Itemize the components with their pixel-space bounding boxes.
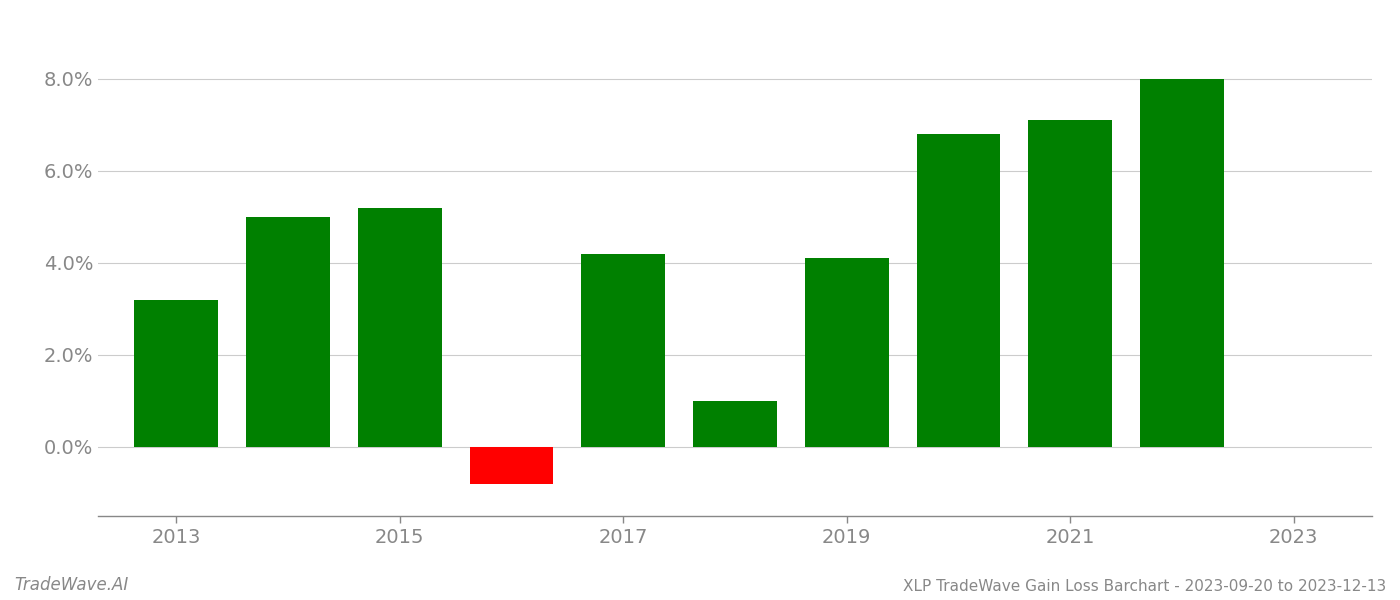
Bar bbox=[469, 447, 553, 484]
Bar bbox=[1140, 79, 1224, 447]
Bar bbox=[358, 208, 441, 447]
Bar bbox=[1029, 120, 1112, 447]
Bar bbox=[134, 300, 218, 447]
Text: TradeWave.AI: TradeWave.AI bbox=[14, 576, 129, 594]
Text: XLP TradeWave Gain Loss Barchart - 2023-09-20 to 2023-12-13: XLP TradeWave Gain Loss Barchart - 2023-… bbox=[903, 579, 1386, 594]
Bar bbox=[917, 134, 1001, 447]
Bar bbox=[581, 254, 665, 447]
Bar bbox=[693, 401, 777, 447]
Bar bbox=[246, 217, 330, 447]
Bar bbox=[805, 258, 889, 447]
